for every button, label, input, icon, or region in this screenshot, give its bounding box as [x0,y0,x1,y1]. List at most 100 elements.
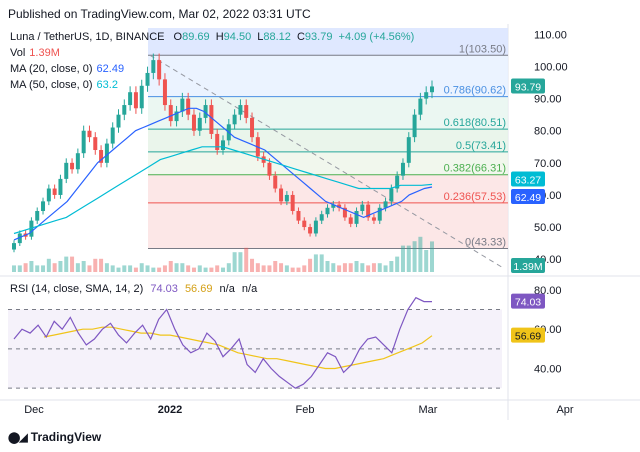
candle-body [133,92,138,109]
candle-body [250,117,255,138]
candle-body [232,114,237,125]
volume-bar [52,263,57,272]
close-value: 93.79 [304,31,333,43]
ma50-badge-bg [511,171,545,187]
volume-bar [23,263,28,272]
volume-bar [215,265,220,272]
close-label: C [296,31,305,43]
rsi-na-2: n/a [241,283,258,295]
volume-bar [366,265,371,272]
ma50-line [13,146,433,235]
last-price-badge: 93.79 [515,81,541,93]
candle-body [116,114,121,128]
volume-badge: 1.39M [513,261,542,273]
candle-body [197,117,202,131]
fib-level-label: 0.382(66.31) [444,163,506,175]
volume-bar [337,265,342,272]
rsi-label: RSI (14, close, SMA, 14, 2) [10,283,144,295]
candle-body [354,211,359,224]
volume-bar [145,265,150,272]
volume-bar [302,265,307,272]
ma50-label: MA (50, close, 0) [10,79,93,91]
rsi-ma-badge: 56.69 [515,331,541,343]
tradingview-logo-icon: ⬤◢ [8,432,28,444]
candle-body [244,105,249,118]
volume-bar [331,263,336,272]
volume-bar [418,236,423,272]
symbol-label: Luna / TetherUS, 1D, BINANCE [10,31,165,43]
price-tick-label: 80.00 [534,126,562,138]
volume-bar [342,263,347,272]
candle-body [296,211,301,221]
candle-body [302,220,307,228]
candle-body [35,211,40,221]
fib-level-label: 1(103.50) [459,43,506,55]
rsi-ma-value: 56.69 [184,283,213,295]
candle-body [377,207,382,221]
candle-body [389,188,394,202]
candle-body [174,111,179,122]
ma50-legend: MA (50, close, 0) 63.2 [10,79,118,91]
volume-bar [12,265,16,272]
volume-bar [296,267,301,272]
candle-body [383,201,388,208]
candle-body [313,220,318,234]
volume-bar [104,263,109,272]
ma20-line [13,107,433,241]
candle-body [366,204,371,218]
high-value: 94.50 [223,31,252,43]
volume-bar [81,261,86,272]
volume-bar [255,263,260,272]
volume-badge-bg [511,258,545,273]
volume-bar [139,263,144,272]
candle-body [331,204,336,208]
last-price-badge-bg [511,78,545,94]
fib-level-label: 0.236(57.53) [444,191,506,203]
volume-bar [197,265,202,272]
price-tick-label: 70.00 [534,158,562,170]
fib-zone [148,129,508,152]
rsi-ma-badge-bg [511,327,545,343]
volume-bar [35,265,40,272]
rsi-na-1: n/a [219,283,235,295]
volume-bar [389,261,394,272]
time-tick-label: Feb [296,404,315,416]
volume-bar [41,265,46,272]
volume-bar [29,261,34,272]
candle-body [319,214,324,221]
rsi-badge: 74.03 [515,297,541,309]
volume-bar [87,265,92,272]
candle-body [99,150,104,163]
rsi-tick-label: 40.00 [534,364,562,376]
low-value: 88.12 [263,31,291,43]
candle-body [41,201,46,211]
volume-legend: Vol 1.39M [10,47,60,59]
volume-bar [430,241,434,272]
volume-bar [221,267,225,272]
volume-bar [261,265,266,272]
candle-body [203,105,208,118]
ma20-badge-bg [511,188,545,204]
candle-body [186,98,191,115]
candle-body [52,188,57,195]
candle-body [418,98,423,115]
ma50-value: 63.2 [96,79,118,91]
volume-bar [284,265,289,272]
price-tick-label: 100.00 [534,62,568,74]
fib-level-label: 0.5(73.41) [456,140,506,152]
candle-body [406,137,411,163]
volume-bar [58,261,63,272]
volume-bar [308,258,313,272]
fib-level-label: 0(43.33) [465,236,506,248]
volume-bar [64,256,69,272]
candle-body [110,127,115,144]
fib-zone [148,151,508,175]
ma20-label: MA (20, close, 0) [10,63,93,75]
fib-level-label: 0.618(80.51) [444,117,506,129]
volume-bar [360,263,365,272]
candle-body [342,207,347,218]
rsi-legend: RSI (14, close, SMA, 14, 2) 74.03 56.69 … [10,283,257,295]
candle-body [337,204,342,208]
rsi-ma-line [43,326,433,370]
